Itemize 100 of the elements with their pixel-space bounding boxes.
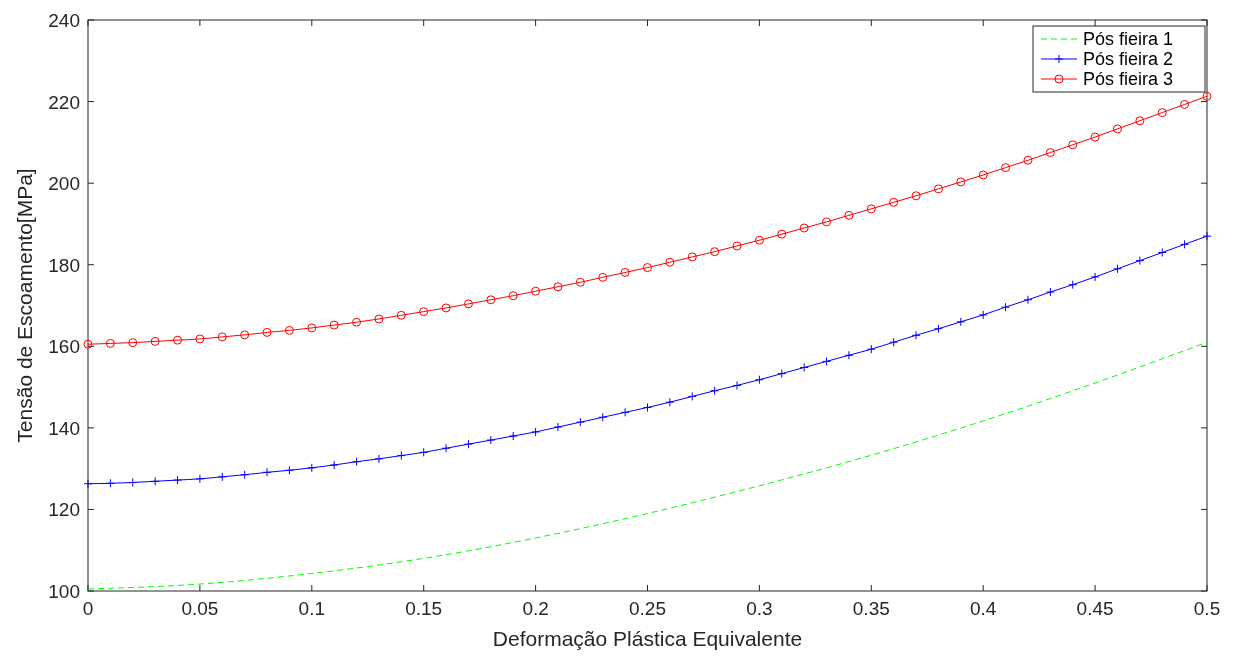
point: [531, 286, 541, 296]
point: [284, 325, 294, 335]
point: [374, 314, 384, 324]
point: [284, 465, 294, 475]
x-axis-title: Deformação Plástica Equivalente: [492, 627, 803, 650]
point: [307, 323, 317, 333]
point: [866, 204, 876, 214]
point: [531, 427, 541, 437]
point: [173, 475, 183, 485]
x-tick-label: 0: [82, 598, 94, 619]
point: [1180, 239, 1190, 249]
point: [1068, 280, 1078, 290]
point: [374, 454, 384, 464]
point: [777, 229, 787, 239]
point: [687, 391, 697, 401]
point: [1090, 272, 1100, 282]
x-tick-label: 0.4: [969, 598, 997, 619]
point: [1045, 287, 1055, 297]
point: [1112, 124, 1122, 134]
point: [128, 338, 138, 348]
point: [553, 422, 563, 432]
point: [732, 241, 742, 251]
point: [956, 177, 966, 187]
point: [933, 324, 943, 334]
point: [486, 295, 496, 305]
point: [396, 310, 406, 320]
point: [822, 217, 832, 227]
point: [665, 397, 675, 407]
point: [1202, 231, 1212, 241]
point: [1045, 148, 1055, 158]
point: [508, 291, 518, 301]
point: [463, 439, 473, 449]
point: [419, 447, 429, 457]
point: [217, 332, 227, 342]
y-tick-label: 200: [48, 173, 80, 195]
x-tick-label: 0.45: [1076, 598, 1114, 619]
point: [553, 282, 563, 292]
point: [1023, 155, 1033, 165]
point: [687, 252, 697, 262]
point: [1157, 108, 1167, 118]
y-tick-label: 120: [48, 499, 80, 521]
point: [1112, 264, 1122, 274]
x-tick-label: 0.5: [1193, 598, 1221, 619]
point: [620, 267, 630, 277]
point: [508, 431, 518, 441]
point: [665, 257, 675, 267]
line-series: [87, 341, 1208, 590]
point: [575, 417, 585, 427]
point: [933, 184, 943, 194]
point: [329, 320, 339, 330]
y-tick-label: 140: [48, 417, 80, 439]
point: [1001, 163, 1011, 173]
point: [575, 277, 585, 287]
y-tick-label: 160: [48, 336, 80, 358]
point: [352, 317, 362, 327]
point: [1135, 256, 1145, 266]
point: [1135, 116, 1145, 126]
x-tick-label: 0.25: [629, 598, 666, 619]
legend-label: Pós fieira 2: [1083, 49, 1174, 69]
point: [262, 467, 272, 477]
point: [1202, 91, 1212, 101]
legend-label: Pós fieira 1: [1083, 29, 1174, 49]
y-axis-title: Tensão de Escoamento[MPa]: [13, 168, 36, 443]
point: [396, 451, 406, 461]
point: [822, 356, 832, 366]
point: [620, 407, 630, 417]
point: [844, 210, 854, 220]
point: [441, 443, 451, 453]
point: [754, 375, 764, 385]
point: [173, 335, 183, 345]
point: [329, 460, 339, 470]
point: [240, 330, 250, 340]
point: [1001, 302, 1011, 312]
point: [866, 344, 876, 354]
point: [441, 303, 451, 313]
legend-label: Pós fieira 3: [1083, 69, 1174, 89]
point: [419, 307, 429, 317]
x-tick-label: 0.2: [522, 598, 549, 619]
point: [956, 317, 966, 327]
y-tick-label: 240: [48, 10, 80, 31]
point: [1023, 295, 1033, 305]
point: [1157, 247, 1167, 257]
point: [911, 191, 921, 201]
point: [732, 380, 742, 390]
x-tick-label: 0.35: [852, 598, 890, 619]
point: [754, 235, 764, 245]
point: [1090, 132, 1100, 142]
point: [150, 336, 160, 346]
point: [889, 197, 899, 207]
point: [262, 327, 272, 337]
point: [777, 369, 787, 379]
point: [911, 330, 921, 340]
point: [799, 362, 809, 372]
x-tick-label: 0.3: [746, 598, 773, 619]
point: [83, 479, 93, 489]
point: [486, 435, 496, 445]
point: [643, 402, 652, 412]
point: [240, 470, 250, 480]
y-tick-label: 220: [48, 91, 80, 113]
point: [710, 386, 720, 396]
